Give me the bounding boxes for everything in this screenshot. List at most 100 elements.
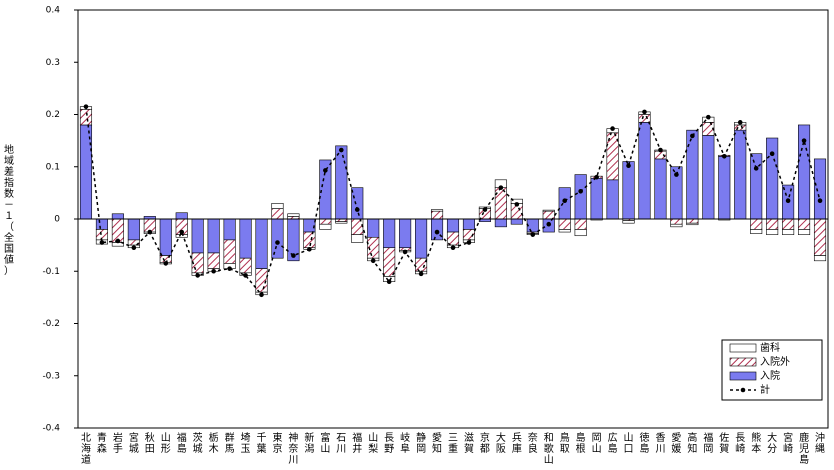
total-marker	[562, 198, 568, 204]
legend-swatch	[729, 357, 757, 367]
total-marker	[578, 189, 583, 194]
y-tick-label: 0	[54, 215, 60, 225]
x-tick-label: 岐阜	[400, 431, 410, 455]
bar-segment	[558, 218, 571, 230]
bar-segment	[223, 218, 236, 241]
bar-segment	[558, 187, 571, 220]
bar-segment	[111, 213, 124, 220]
x-tick-label: 奈良	[528, 431, 538, 455]
bar-segment	[702, 135, 715, 220]
x-tick-label: 和歌山	[544, 432, 554, 466]
bar-segment	[271, 218, 284, 259]
x-tick-label: 山口	[624, 432, 634, 455]
bar-segment	[223, 239, 236, 264]
y-tick-label: 0.4	[46, 6, 61, 16]
x-tick-label: 宮崎	[783, 431, 793, 455]
bar-segment	[95, 218, 108, 230]
bar-segment	[415, 257, 428, 272]
x-tick-label: 愛媛	[671, 431, 681, 455]
bar-segment	[271, 208, 284, 220]
x-tick-label: 広島	[608, 431, 618, 455]
x-tick-label: 福井	[352, 431, 362, 455]
x-tick-label: 長崎	[735, 432, 745, 455]
legend-label: 入院	[760, 369, 780, 382]
total-marker	[307, 247, 312, 252]
total-marker	[338, 147, 344, 153]
x-tick-label: 群馬	[225, 431, 235, 455]
bar-segment	[766, 137, 779, 220]
x-tick-label: 兵庫	[512, 431, 522, 455]
total-marker	[386, 279, 392, 285]
x-tick-label: 徳島	[639, 431, 649, 455]
x-tick-label: 福岡	[703, 431, 713, 455]
total-marker	[354, 207, 360, 212]
bar-segment	[750, 218, 763, 230]
bar-segment	[255, 218, 268, 269]
x-tick-label: 埼玉	[241, 431, 251, 455]
y-tick-label: -0.1	[42, 267, 60, 277]
bar-segment	[782, 229, 795, 235]
total-marker	[817, 198, 823, 204]
total-marker	[291, 253, 296, 258]
total-marker	[115, 238, 121, 244]
total-marker	[482, 207, 488, 212]
bar-segment	[558, 229, 571, 233]
bar-segment	[335, 145, 348, 220]
bar-segment	[782, 218, 795, 230]
x-tick-label: 岩手	[113, 431, 123, 455]
bar-segment	[430, 209, 444, 212]
total-marker	[147, 229, 153, 235]
total-marker	[610, 126, 615, 131]
total-marker	[769, 151, 775, 156]
total-marker	[801, 138, 807, 143]
total-marker	[434, 229, 440, 235]
total-marker	[674, 172, 679, 177]
x-tick-label: 三重	[448, 433, 458, 455]
total-marker	[323, 168, 328, 173]
y-tick-label: -0.3	[42, 371, 60, 381]
bar-segment	[207, 218, 220, 254]
total-marker	[243, 273, 248, 278]
bar-segment	[670, 218, 683, 225]
bar-segment	[462, 218, 476, 230]
x-tick-label: 香川	[655, 432, 665, 455]
bar-segment	[622, 161, 635, 220]
total-marker	[402, 249, 408, 255]
total-marker	[163, 261, 169, 266]
y-tick-label: -0.2	[42, 319, 60, 329]
total-marker	[99, 240, 105, 245]
bar-segment	[494, 218, 507, 228]
legend-label: 計	[760, 383, 770, 396]
total-marker	[626, 163, 631, 169]
y-tick-label: 0.3	[46, 58, 60, 68]
bar-segment	[319, 223, 332, 230]
total-marker	[594, 174, 599, 180]
total-marker	[514, 202, 520, 207]
x-tick-label: 栃木	[209, 431, 219, 455]
bar-segment	[686, 129, 699, 220]
x-tick-label: 青森	[97, 431, 107, 455]
x-tick-label: 神奈川	[288, 431, 298, 466]
x-tick-label: 大阪	[496, 431, 506, 455]
total-marker	[450, 245, 456, 251]
bar-segment	[766, 229, 779, 235]
bar-segment	[287, 213, 300, 217]
total-marker	[737, 120, 743, 125]
legend-label: 入院外	[760, 355, 790, 368]
bar-segment	[670, 223, 683, 228]
bar-segment	[191, 218, 204, 254]
bar-segment	[813, 158, 827, 220]
x-tick-label: 山形	[161, 432, 171, 455]
bar-segment	[271, 203, 284, 209]
x-tick-label: 新潟	[304, 431, 314, 455]
total-marker	[466, 240, 472, 245]
bar-segment	[574, 229, 587, 237]
bar-segment	[175, 212, 188, 220]
bar-segment	[351, 218, 364, 235]
y-tick-label: 0.1	[46, 162, 60, 172]
x-tick-label: 山梨	[368, 432, 378, 455]
legend-swatch	[740, 387, 746, 393]
bar-segment	[542, 210, 555, 220]
total-marker	[530, 232, 536, 237]
x-tick-label: 高知	[687, 431, 697, 455]
